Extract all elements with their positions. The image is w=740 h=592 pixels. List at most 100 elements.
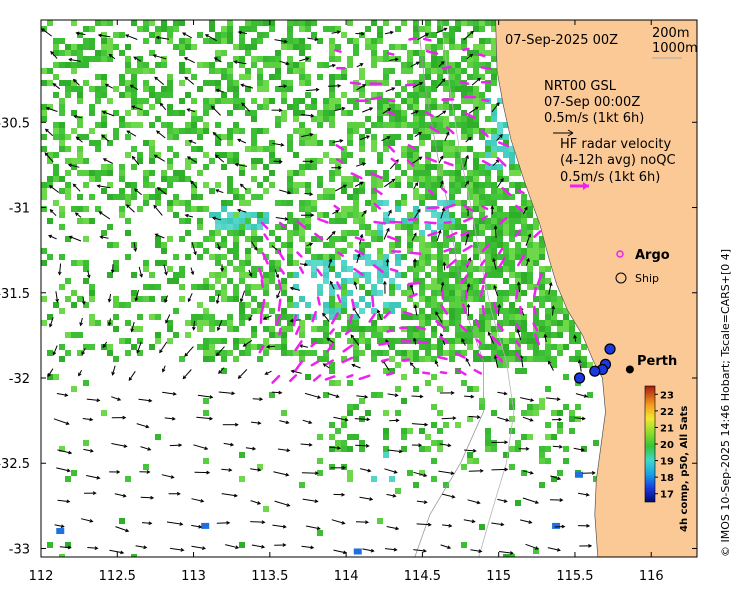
sst-pixel (395, 122, 401, 128)
sst-pixel (209, 338, 215, 344)
current-arrowhead (343, 184, 348, 188)
hf-radar-arrow (407, 218, 418, 222)
sst-pixel (503, 218, 509, 224)
sst-pixel (143, 260, 149, 266)
sst-pixel (341, 152, 347, 158)
sst-pixel (497, 272, 503, 278)
sst-pixel (479, 308, 485, 314)
sst-pixel (389, 344, 395, 350)
sst-pixel (179, 200, 185, 206)
sst-pixel (185, 176, 191, 182)
sst-pixel (329, 338, 335, 344)
sst-pixel (425, 62, 431, 68)
sst-pixel (173, 278, 179, 284)
argo-legend-label: Argo (635, 248, 670, 263)
sst-pixel (443, 224, 449, 230)
sst-pixel (299, 98, 305, 104)
current-arrow (356, 254, 360, 264)
current-arrowhead (283, 84, 288, 89)
hf-radar-arrow (387, 52, 395, 56)
sst-pixel (239, 476, 245, 482)
sst-pixel (167, 146, 173, 152)
sst-pixel (143, 80, 149, 86)
sst-pixel (455, 86, 461, 92)
current-arrow (182, 32, 193, 39)
sst-pixel (347, 182, 353, 188)
sst-pixel (89, 104, 95, 110)
sst-pixel (251, 296, 257, 302)
sst-pixel (47, 176, 53, 182)
sst-pixel (485, 308, 491, 314)
sst-pixel (377, 290, 383, 296)
sst-pixel (125, 152, 131, 158)
sst-pixel-cold (574, 471, 583, 478)
sst-pixel (209, 356, 215, 362)
current-arrowhead (509, 551, 514, 555)
sst-pixel (419, 446, 425, 452)
sst-pixel (581, 362, 587, 368)
sst-pixel (137, 152, 143, 158)
sst-pixel (137, 56, 143, 62)
sst-pixel (329, 26, 335, 32)
sst-pixel (497, 218, 503, 224)
current-arrow (362, 107, 373, 113)
sst-pixel (77, 62, 83, 68)
sst-pixel (443, 326, 449, 332)
current-arrow (544, 334, 547, 342)
sst-pixel (485, 62, 491, 68)
sst-pixel (293, 104, 299, 110)
sst-pixel (239, 74, 245, 80)
model-current-arrows (41, 27, 596, 555)
sst-pixel (443, 140, 449, 146)
sst-pixel (389, 140, 395, 146)
sst-pixel (359, 296, 365, 302)
sst-pixel (521, 368, 527, 374)
sst-pixel (431, 302, 437, 308)
hf-radar-arrow (386, 328, 395, 333)
sst-pixel (533, 218, 539, 224)
sst-pixel (89, 38, 95, 44)
sst-pixel (527, 434, 533, 440)
sst-pixel (323, 302, 329, 308)
sst-pixel (251, 20, 257, 26)
sst-pixel (83, 440, 89, 446)
sst-pixel (509, 146, 515, 152)
sst-pixel (59, 446, 65, 452)
sst-pixel (533, 314, 539, 320)
sst-pixel (437, 266, 443, 272)
sst-pixel (413, 482, 419, 488)
current-arrowhead (94, 546, 99, 551)
sst-pixel (299, 182, 305, 188)
sst-pixel (227, 128, 233, 134)
hf-radar-arrow (263, 233, 269, 241)
sst-pixel (509, 170, 515, 176)
current-arrowhead (187, 298, 192, 303)
current-arrowhead (580, 448, 585, 452)
current-arrow (191, 545, 206, 549)
current-arrow (277, 448, 290, 452)
sst-pixel (143, 200, 149, 206)
sst-pixel (317, 176, 323, 182)
sst-pixel (347, 380, 353, 386)
sst-pixel (407, 470, 413, 476)
current-arrow (332, 209, 339, 215)
sst-pixel (461, 542, 467, 548)
sst-pixel (191, 110, 197, 116)
sst-pixel (503, 248, 509, 254)
current-arrowhead (337, 83, 342, 88)
current-arrowhead (353, 281, 358, 286)
sst-pixel (89, 284, 95, 290)
current-arrowhead (314, 499, 319, 503)
hf-radar-arrow (462, 47, 470, 52)
current-arrow (52, 83, 61, 90)
sst-pixel (275, 332, 281, 338)
sst-pixel (83, 302, 89, 308)
sst-pixel (347, 38, 353, 44)
current-arrowhead (261, 544, 266, 549)
colorbar-tick-label: 19 (660, 457, 674, 468)
sst-pixel (47, 20, 53, 26)
sst-pixel (317, 290, 323, 296)
sst-pixel (509, 158, 515, 164)
current-arrowhead (344, 417, 349, 422)
current-arrow (383, 228, 390, 240)
